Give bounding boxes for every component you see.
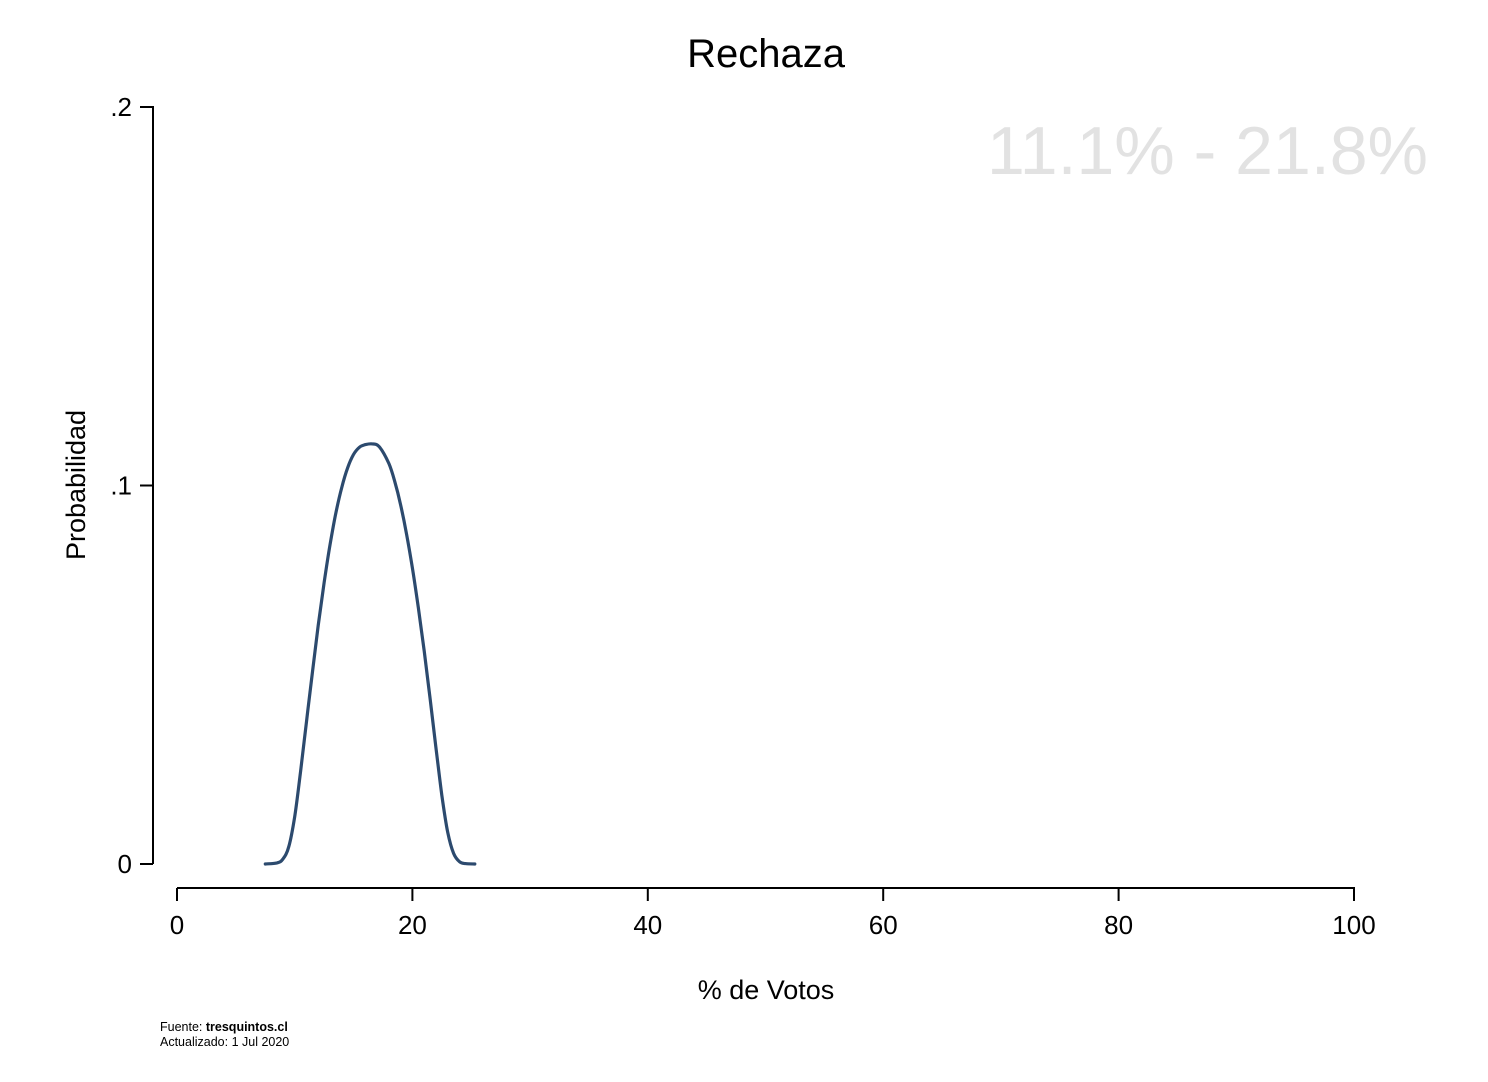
x-axis-ticks: 0 20 40 60 80 100 — [170, 888, 1376, 940]
x-tick-label: 20 — [398, 910, 427, 940]
x-tick-label: 40 — [633, 910, 662, 940]
y-tick-label: .1 — [110, 471, 132, 501]
footer: Fuente: tresquintos.cl Actualizado: 1 Ju… — [160, 1020, 289, 1050]
x-tick-label: 80 — [1104, 910, 1133, 940]
footer-source-link[interactable]: tresquintos.cl — [205, 1020, 288, 1034]
footer-source-prefix: Fuente: — [160, 1020, 206, 1034]
chart-title: Rechaza — [687, 32, 846, 76]
y-axis-ticks: 0 .1 .2 — [110, 92, 153, 879]
footer-updated: Actualizado: 1 Jul 2020 — [160, 1035, 290, 1049]
interval-annotation: 11.1% - 21.8% — [987, 113, 1428, 189]
density-series-line — [263, 442, 477, 866]
y-axis-label: Probabilidad — [61, 410, 91, 560]
x-axis-label: % de Votos — [698, 975, 835, 1005]
x-tick-label: 100 — [1332, 910, 1375, 940]
y-tick-label: .2 — [110, 92, 132, 122]
footer-source: Fuente: tresquintos.cl — [160, 1020, 289, 1035]
y-tick-label: 0 — [118, 849, 132, 879]
x-tick-label: 60 — [869, 910, 898, 940]
x-tick-label: 0 — [170, 910, 184, 940]
